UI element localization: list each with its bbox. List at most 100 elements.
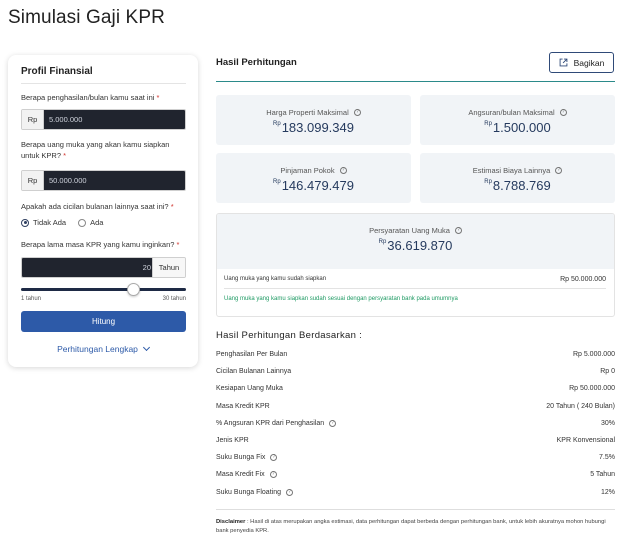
basis-row-label: Masa Kredit KPR — [216, 402, 270, 410]
installment-radio-group: Tidak Ada Ada — [21, 218, 115, 227]
basis-row-value: 5 Tahun — [590, 471, 615, 479]
basis-row-value: KPR Konvensional — [556, 436, 615, 444]
disclaimer-divider — [216, 509, 615, 510]
loan-principal-label: Pinjaman Pokok — [280, 166, 335, 175]
basis-row: Masa Kredit KPR 20 Tahun ( 240 Bulan) — [216, 401, 615, 418]
loan-principal-value: 146.479.479 — [281, 178, 354, 193]
down-payment-currency-prefix: Rp — [22, 171, 44, 190]
slider-min-label: 1 tahun — [21, 296, 42, 302]
results-divider — [216, 81, 615, 82]
radio-has-installment-label[interactable]: Ada — [90, 218, 104, 227]
other-costs-label: Estimasi Biaya Lainnya — [472, 166, 551, 175]
down-payment-prepared-value: Rp 50.000.000 — [560, 276, 606, 283]
required-mark: * — [63, 151, 67, 160]
down-payment-requirement-label: Persyaratan Uang Muka — [369, 226, 450, 235]
radio-no-installment-label[interactable]: Tidak Ada — [33, 218, 67, 227]
financial-profile-card: Profil Finansial Berapa penghasilan/bula… — [8, 55, 198, 367]
other-costs-box: Estimasi Biaya Lainnya? Rp8.788.769 — [420, 153, 615, 203]
currency-symbol: Rp — [273, 121, 281, 127]
income-question: Berapa penghasilan/bulan kamu saat ini * — [21, 93, 160, 102]
page-title: Simulasi Gaji KPR — [8, 7, 165, 28]
basis-row: % Angsuran KPR dari Penghasilan? 30% — [216, 418, 615, 435]
basis-row-label: Suku Bunga Fix? — [216, 454, 278, 462]
basis-row: Suku Bunga Fix? 7.5% — [216, 452, 615, 469]
basis-row-value: 7.5% — [599, 454, 615, 462]
basis-row: Suku Bunga Floating? 12% — [216, 487, 615, 504]
info-icon[interactable]: ? — [339, 167, 347, 174]
basis-row: Jenis KPR KPR Konvensional — [216, 435, 615, 452]
chevron-down-icon[interactable] — [142, 343, 150, 352]
info-icon[interactable]: ? — [353, 109, 361, 116]
radio-no-installment[interactable] — [21, 218, 29, 227]
currency-symbol: Rp — [378, 239, 387, 245]
share-button[interactable]: Bagikan — [549, 52, 614, 73]
info-icon[interactable]: ? — [329, 419, 337, 427]
tenor-slider-track[interactable] — [21, 288, 186, 291]
basis-title: Hasil Perhitungan Berdasarkan : — [216, 330, 363, 341]
down-payment-requirement-header: Persyaratan Uang Muka? Rp36.619.870 — [217, 214, 614, 269]
basis-row-label: Cicilan Bulanan Lainnya — [216, 368, 292, 376]
basis-row-label: Suku Bunga Floating? — [216, 488, 293, 496]
down-payment-requirement-value: 36.619.870 — [387, 238, 453, 253]
required-mark: * — [170, 202, 174, 211]
basis-row-label: % Angsuran KPR dari Penghasilan? — [216, 419, 337, 427]
down-payment-input[interactable] — [44, 171, 185, 190]
radio-has-installment[interactable] — [78, 218, 87, 227]
down-payment-divider — [224, 288, 606, 289]
basis-row-label: Kesiapan Uang Muka — [216, 385, 283, 393]
results-title: Hasil Perhitungan — [216, 57, 297, 68]
calculate-button[interactable]: Hitung — [21, 311, 186, 332]
income-input[interactable] — [44, 110, 185, 129]
tenor-slider[interactable] — [21, 283, 186, 296]
basis-row-value: Rp 50.000.000 — [569, 385, 615, 393]
info-icon[interactable]: ? — [454, 227, 462, 234]
income-field: Rp — [21, 109, 186, 130]
down-payment-field: Rp — [21, 170, 186, 191]
tenor-field: Tahun — [21, 257, 186, 278]
disclaimer-text: : Hasil di atas merupakan angka estimasi… — [216, 519, 606, 534]
basis-row-value: 20 Tahun ( 240 Bulan) — [546, 402, 615, 410]
down-payment-question: Berapa uang muka yang akan kamu siapkan … — [21, 140, 170, 160]
loan-principal-box: Pinjaman Pokok? Rp146.479.479 — [216, 153, 411, 203]
info-icon[interactable]: ? — [286, 488, 293, 496]
tenor-question: Berapa lama masa KPR yang kamu inginkan?… — [21, 240, 180, 249]
max-installment-value: 1.500.000 — [492, 120, 551, 135]
down-payment-requirement-box: Persyaratan Uang Muka? Rp36.619.870 Uang… — [216, 213, 615, 317]
basis-row-label: Masa Kredit Fix? — [216, 471, 277, 479]
info-icon[interactable]: ? — [559, 109, 567, 116]
tenor-slider-handle[interactable] — [126, 283, 140, 296]
tenor-input[interactable] — [22, 258, 154, 277]
max-property-price-value: 183.099.349 — [281, 120, 354, 135]
basis-row: Masa Kredit Fix? 5 Tahun — [216, 469, 615, 486]
share-label[interactable]: Bagikan — [573, 57, 605, 68]
basis-row: Cicilan Bulanan Lainnya Rp 0 — [216, 366, 615, 383]
max-installment-box: Angsuran/bulan Maksimal? Rp1.500.000 — [420, 95, 615, 145]
slider-max-label: 30 tahun — [162, 296, 186, 302]
basis-row: Penghasilan Per Bulan Rp 5.000.000 — [216, 349, 615, 366]
basis-row-label: Jenis KPR — [216, 436, 249, 444]
info-icon[interactable]: ? — [269, 471, 277, 479]
income-currency-prefix: Rp — [22, 110, 44, 129]
max-property-price-label: Harga Properti Maksimal — [266, 108, 349, 117]
card-divider — [21, 83, 186, 84]
required-mark: * — [156, 93, 160, 102]
other-costs-value: 8.788.769 — [492, 178, 551, 193]
basis-row-value: 12% — [600, 488, 615, 496]
basis-row-label: Penghasilan Per Bulan — [216, 351, 288, 358]
card-title: Profil Finansial — [21, 66, 93, 77]
info-icon[interactable]: ? — [555, 167, 563, 174]
max-property-price-box: Harga Properti Maksimal? Rp183.099.349 — [216, 95, 411, 145]
info-icon[interactable]: ? — [270, 454, 278, 462]
basis-row-value: Rp 5.000.000 — [572, 351, 615, 358]
down-payment-prepared-row: Uang muka yang kamu sudah siapkan Rp 50.… — [224, 276, 606, 283]
currency-symbol: Rp — [484, 179, 492, 185]
share-icon — [559, 58, 568, 67]
down-payment-status-note: Uang muka yang kamu siapkan sudah sesuai… — [224, 296, 458, 302]
basis-row-value: Rp 0 — [600, 368, 615, 376]
max-installment-label: Angsuran/bulan Maksimal — [468, 108, 555, 117]
basis-row: Kesiapan Uang Muka Rp 50.000.000 — [216, 383, 615, 400]
full-calculation-link[interactable]: Perhitungan Lengkap — [8, 343, 198, 354]
disclaimer-label: Disclaimer — [216, 519, 246, 525]
full-calculation-label[interactable]: Perhitungan Lengkap — [57, 344, 138, 354]
disclaimer: Disclaimer : Hasil di atas merupakan ang… — [216, 518, 615, 536]
